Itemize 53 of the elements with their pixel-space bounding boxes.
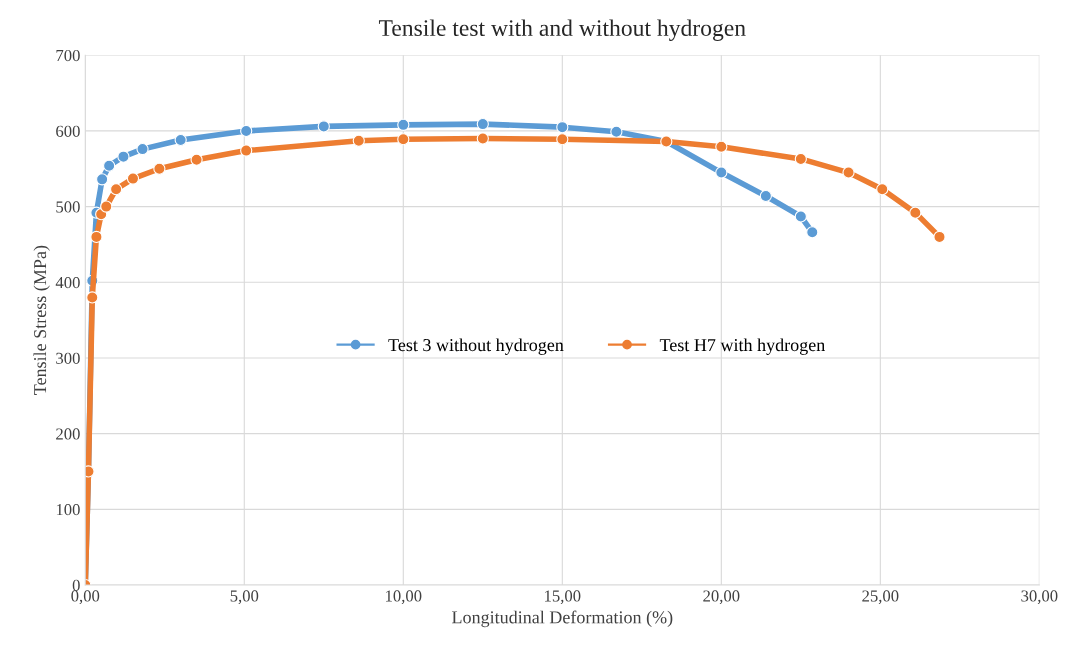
point (110, 183, 123, 196)
point (933, 230, 946, 243)
point (86, 291, 99, 304)
point (100, 200, 113, 213)
point (476, 132, 489, 145)
point (610, 125, 623, 138)
point (352, 134, 365, 147)
point (117, 150, 130, 163)
point (794, 152, 807, 166)
point (240, 144, 253, 157)
point (806, 226, 819, 239)
legend-label: Test H7 with hydrogen (659, 338, 825, 355)
x-tick-label: 30,00 (1021, 590, 1058, 604)
point (876, 183, 889, 196)
point (556, 121, 569, 134)
y-tick-label: 300 (56, 352, 80, 364)
x-tick-label: 5,00 (230, 590, 259, 604)
x-tick-label: 0,00 (71, 590, 100, 604)
point (476, 118, 489, 131)
point (842, 166, 855, 179)
point (759, 189, 772, 203)
y-tick-label: 200 (56, 428, 80, 440)
point (153, 162, 166, 175)
x-tick-label: 20,00 (703, 590, 740, 604)
y-tick-label: 600 (56, 125, 80, 137)
point (96, 173, 109, 186)
y-tick-label: 700 (56, 49, 80, 62)
point (715, 166, 728, 179)
point (90, 230, 103, 243)
point (126, 172, 140, 185)
point (909, 206, 922, 219)
y-tick-label: 0 (72, 579, 80, 591)
point (103, 159, 116, 172)
point (397, 133, 410, 146)
point (317, 120, 330, 133)
legend-label: Test 3 without hydrogen (388, 338, 564, 355)
x-axis-title: Longitudinal Deformation (%) (452, 610, 673, 628)
point (715, 140, 728, 153)
point (190, 153, 203, 166)
x-tick-label: 25,00 (862, 590, 899, 604)
y-tick-label: 100 (56, 504, 80, 516)
point (136, 142, 149, 156)
y-tick-label: 500 (56, 201, 80, 213)
point (174, 133, 187, 147)
x-tick-label: 10,00 (386, 590, 422, 604)
point (556, 133, 569, 146)
y-tick-label: 400 (55, 276, 80, 289)
point (794, 210, 807, 223)
point (397, 118, 410, 131)
chart-title: Tensile test with and without hydrogen (378, 19, 746, 41)
point (240, 124, 253, 138)
y-axis-title: Tensile Stress (MPa) (33, 245, 50, 395)
x-tick-label: 15,00 (545, 590, 581, 604)
